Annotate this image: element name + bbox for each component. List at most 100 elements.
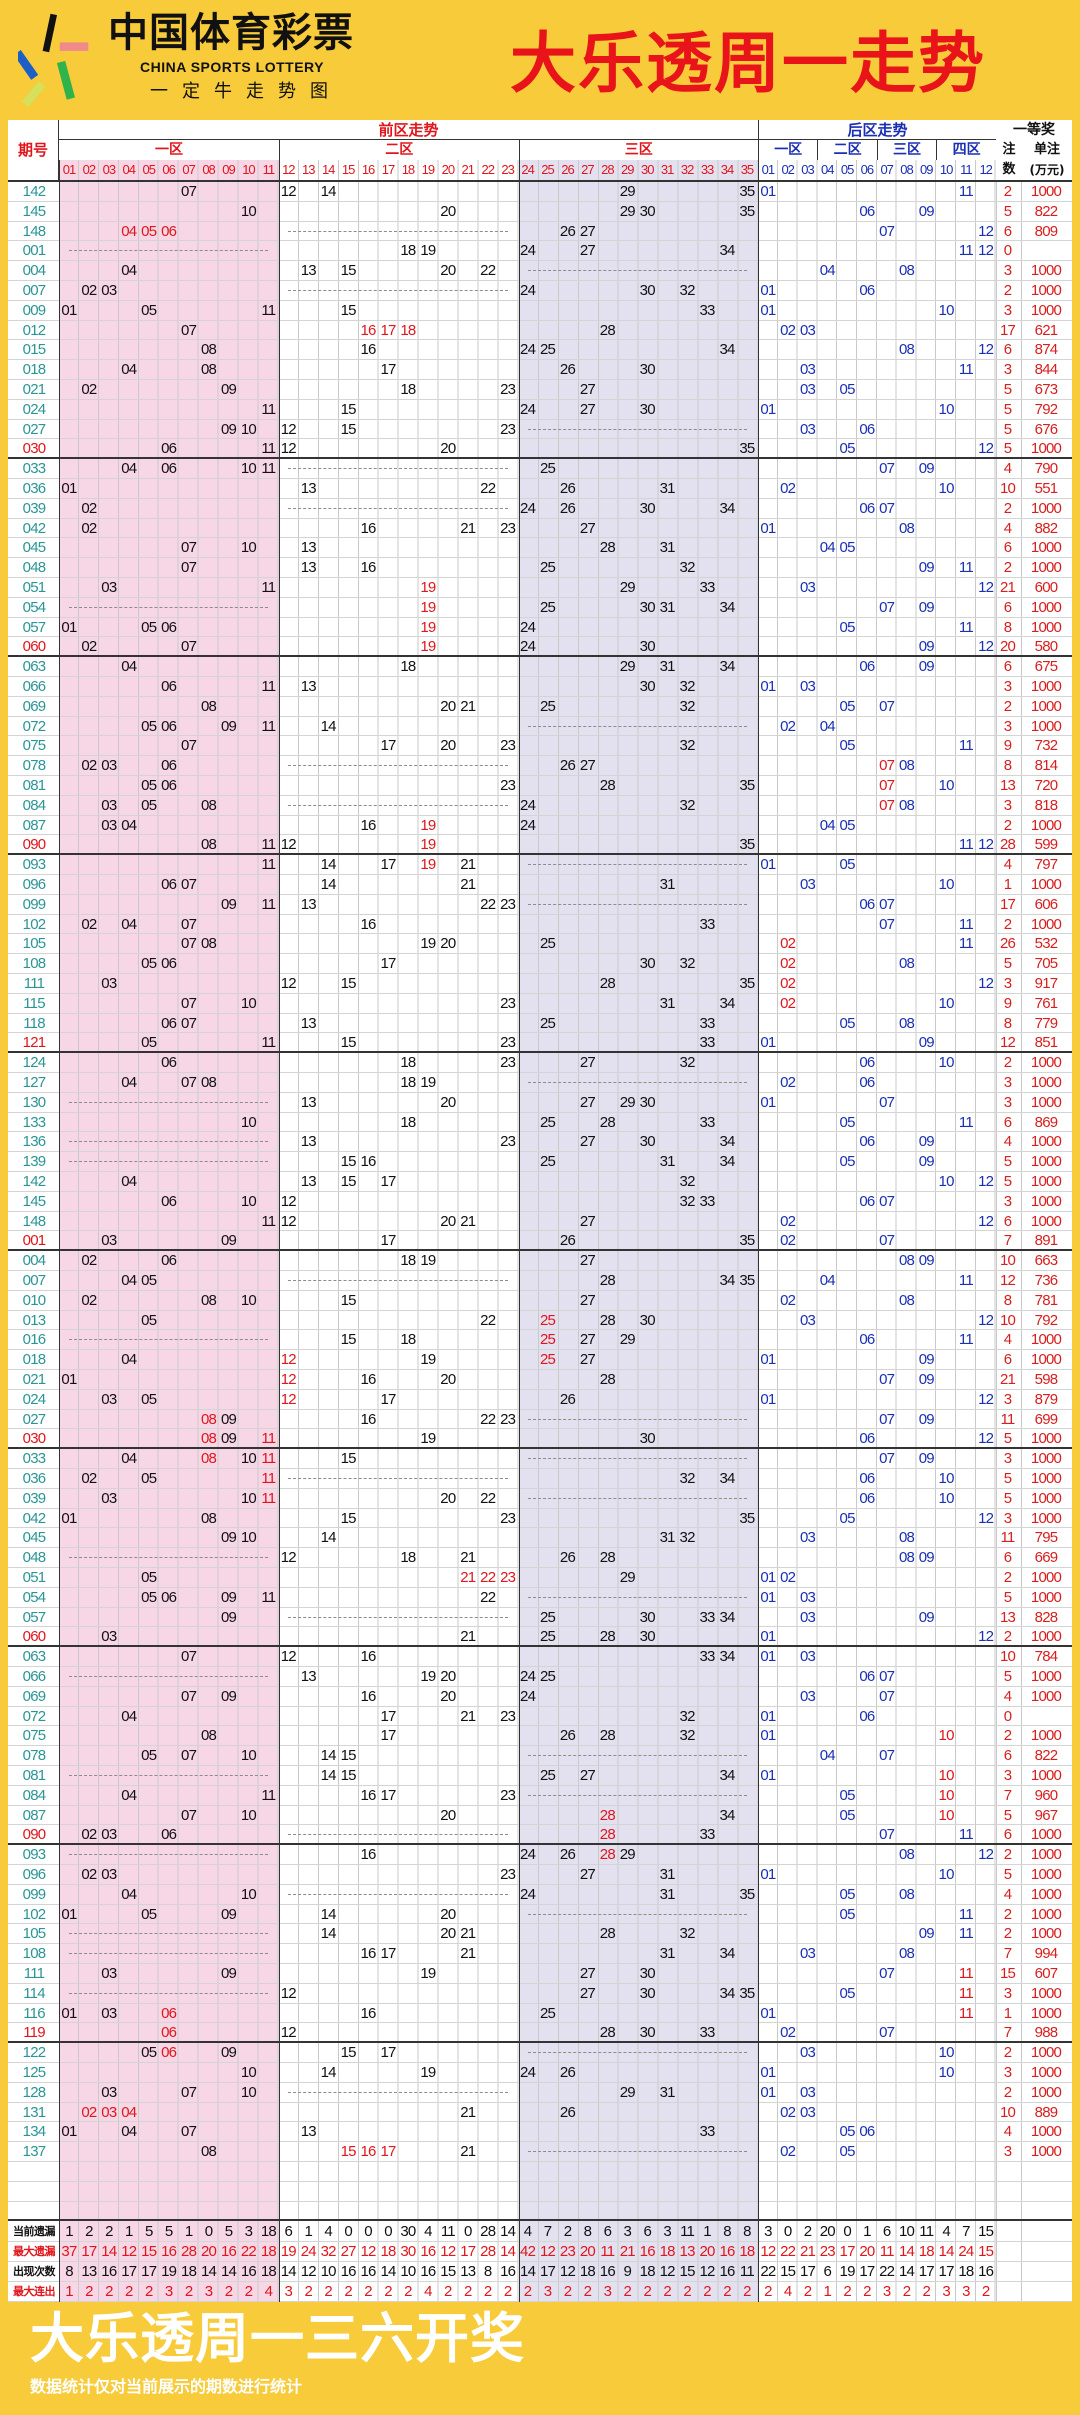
front-ball: 06 bbox=[161, 1826, 177, 1844]
unit-prize: 1000 bbox=[1030, 816, 1062, 834]
stats-value: 14 bbox=[500, 2243, 516, 2261]
front-ball: 24 bbox=[520, 1668, 536, 1685]
winner-count: 4 bbox=[1003, 1133, 1012, 1151]
table-row: 039 02 24 26 30 34 06 07 2 1000 bbox=[8, 499, 1072, 519]
period-number: 021 bbox=[22, 1371, 46, 1388]
winner-count: 20 bbox=[999, 638, 1016, 656]
front-ball: 09 bbox=[220, 1608, 237, 1626]
table-row: 105 14 20 21 28 32 09 11 2 1000 bbox=[8, 1924, 1072, 1945]
back-ball: 11 bbox=[958, 1984, 974, 2002]
front-ball: 06 bbox=[161, 1252, 177, 1270]
front-ball: 09 bbox=[220, 1687, 237, 1705]
back-col-label: 07 bbox=[880, 162, 893, 177]
front-ball: 09 bbox=[220, 1410, 237, 1428]
front-ball: 30 bbox=[639, 955, 656, 973]
back-col-label: 03 bbox=[801, 162, 814, 177]
back-ball: 03 bbox=[799, 2044, 816, 2062]
winner-count: 5 bbox=[1003, 202, 1012, 220]
period-number: 108 bbox=[22, 1945, 46, 1963]
table-row: 060 03 21 25 28 30 01 12 2 1000 bbox=[8, 1627, 1072, 1648]
back-ball: 07 bbox=[879, 757, 895, 775]
stats-value: 18 bbox=[739, 2243, 755, 2261]
back-ball: 02 bbox=[780, 2143, 796, 2161]
front-ball: 17 bbox=[380, 2044, 396, 2062]
front-ball: 35 bbox=[739, 440, 755, 458]
front-ball: 21 bbox=[460, 1707, 476, 1725]
front-ball: 17 bbox=[380, 737, 396, 755]
front-ball: 29 bbox=[619, 579, 636, 596]
table-row: 130 13 20 27 29 30 01 07 3 1000 bbox=[8, 1093, 1072, 1113]
front-ball: 14 bbox=[320, 2064, 337, 2081]
back-ball: 02 bbox=[780, 1212, 796, 1230]
front-ball: 33 bbox=[699, 1648, 716, 1666]
table-row: 033 04 08 10 11 15 07 09 3 1000 bbox=[8, 1449, 1072, 1469]
table-row: 084 04 11 16 17 23 05 10 7 960 bbox=[8, 1786, 1072, 1806]
table-row: 042 01 08 15 23 35 05 12 3 1000 bbox=[8, 1509, 1072, 1529]
front-ball: 34 bbox=[719, 1648, 735, 1666]
table-row: 051 05 21 22 23 29 01 02 2 1000 bbox=[8, 1568, 1072, 1588]
unit-prize: 1000 bbox=[1030, 1569, 1062, 1586]
table-row: 018 04 08 17 26 30 03 11 3 844 bbox=[8, 360, 1072, 380]
front-ball: 21 bbox=[460, 856, 476, 874]
front-ball: 01 bbox=[61, 301, 77, 319]
stats-value: 16 bbox=[639, 2243, 656, 2261]
front-ball: 06 bbox=[161, 1014, 177, 1032]
stats-value: 2 bbox=[184, 2282, 193, 2300]
front-ball: 23 bbox=[500, 1569, 516, 1586]
back-ball: 06 bbox=[859, 1192, 875, 1210]
front-ball: 25 bbox=[539, 1608, 556, 1626]
front-ball: 06 bbox=[161, 757, 177, 775]
front-ball: 28 bbox=[599, 1727, 616, 1745]
back-ball: 01 bbox=[760, 183, 776, 200]
back-ball: 06 bbox=[859, 1430, 875, 1448]
front-ball: 10 bbox=[240, 994, 257, 1012]
back-ball: 01 bbox=[760, 1767, 776, 1784]
unit-prize: 790 bbox=[1034, 460, 1058, 478]
back-ball: 03 bbox=[799, 2103, 816, 2121]
winner-count: 26 bbox=[999, 935, 1016, 953]
back-ball: 01 bbox=[760, 1866, 776, 1883]
unit-prize: 797 bbox=[1034, 856, 1058, 874]
winner-count: 8 bbox=[1003, 757, 1012, 775]
empty-zone-dash bbox=[527, 428, 747, 430]
front-ball: 35 bbox=[739, 183, 755, 200]
back-ball: 06 bbox=[859, 420, 875, 438]
back-ball: 01 bbox=[760, 301, 776, 319]
unit-prize: 1000 bbox=[1030, 1826, 1062, 1844]
empty-zone-dash bbox=[69, 1953, 269, 1955]
period-number: 131 bbox=[22, 2103, 46, 2121]
front-ball: 30 bbox=[639, 1133, 656, 1151]
front-ball: 07 bbox=[181, 935, 197, 953]
back-ball: 10 bbox=[938, 1727, 955, 1745]
stats-value: 14 bbox=[280, 2263, 297, 2280]
empty-zone-dash bbox=[527, 1913, 747, 1915]
stats-value: 2 bbox=[324, 2282, 332, 2300]
period-number: 090 bbox=[22, 1826, 46, 1844]
stats-value: 6 bbox=[882, 2223, 891, 2241]
stats-label: 当前遗漏 bbox=[13, 2225, 56, 2239]
front-ball: 14 bbox=[320, 183, 337, 200]
unit-prize: 882 bbox=[1034, 519, 1058, 537]
stats-value: 11 bbox=[739, 2263, 755, 2280]
front-col-label: 22 bbox=[481, 162, 494, 177]
table-row: 125 10 14 19 24 26 01 10 3 1000 bbox=[8, 2063, 1072, 2083]
front-ball: 27 bbox=[579, 1767, 596, 1784]
front-ball: 11 bbox=[261, 1470, 276, 1487]
front-ball: 11 bbox=[261, 678, 276, 695]
stats-value: 19 bbox=[161, 2263, 177, 2280]
front-ball: 28 bbox=[599, 1846, 616, 1864]
table-row: 045 07 10 13 28 31 04 05 6 1000 bbox=[8, 538, 1072, 559]
unit-prize: 844 bbox=[1034, 361, 1058, 379]
winner-count: 5 bbox=[1003, 1430, 1012, 1448]
front-ball: 10 bbox=[240, 2083, 257, 2101]
winner-count: 10 bbox=[999, 1311, 1016, 1329]
empty-row bbox=[8, 2182, 1072, 2202]
front-ball: 19 bbox=[420, 816, 436, 834]
period-number: 016 bbox=[22, 1331, 46, 1349]
front-ball: 25 bbox=[539, 1331, 556, 1349]
front-ball: 25 bbox=[539, 1113, 556, 1131]
front-ball: 17 bbox=[380, 1945, 396, 1963]
stats-value: 24 bbox=[300, 2243, 317, 2261]
front-ball: 02 bbox=[81, 2103, 97, 2121]
front-ball: 32 bbox=[679, 796, 696, 814]
